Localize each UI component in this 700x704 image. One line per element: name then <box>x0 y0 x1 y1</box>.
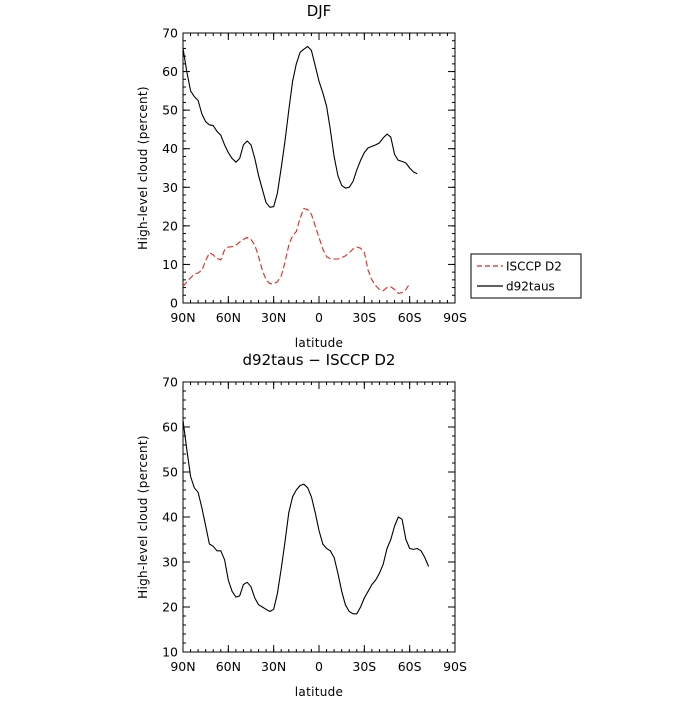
y-tick-label: 10 <box>162 645 178 660</box>
plot-frame <box>182 381 456 653</box>
chart-title: DJF <box>307 2 332 20</box>
x-tick-label: 30S <box>352 310 376 325</box>
series-line-diff <box>182 420 430 615</box>
x-tick-label: 90N <box>170 310 195 325</box>
y-tick-label: 30 <box>162 555 178 570</box>
y-tick-label: 30 <box>162 180 178 195</box>
difference-panel: 90N 60N 30N 0 30S 60S 90S 10 20 30 40 50 60 70 d92taus… <box>136 351 467 699</box>
y-tick-label: 20 <box>162 218 178 233</box>
y-tick-label: 70 <box>162 26 178 41</box>
y-tick-label: 60 <box>162 64 178 79</box>
x-tick-label: 30S <box>352 659 376 674</box>
x-axis-label: latitude <box>295 685 343 699</box>
x-axis-label: latitude <box>295 336 343 350</box>
x-tick-label: 90S <box>443 659 467 674</box>
x-tick-label: 0 <box>315 659 323 674</box>
x-tick-label: 90N <box>170 659 195 674</box>
x-tick-label: 0 <box>315 310 323 325</box>
x-tick-label: 60N <box>216 659 241 674</box>
y-tick-label: 20 <box>162 600 178 615</box>
x-tick-label: 30N <box>261 659 286 674</box>
djf-panel: 90N 60N 30N 0 30S 60S 90S 0 10 20 30 40 50 60 70 DJF lat… <box>136 2 467 350</box>
x-tick-label: 60S <box>398 310 422 325</box>
x-tick-label: 60N <box>216 310 241 325</box>
y-tick-label: 50 <box>162 465 178 480</box>
x-tick-label: 90S <box>443 310 467 325</box>
y-tick-label: 0 <box>170 296 178 311</box>
y-tick-label: 40 <box>162 141 178 156</box>
legend-label-d92taus: d92taus <box>506 280 555 294</box>
x-tick-label: 60S <box>398 659 422 674</box>
y-tick-label: 50 <box>162 103 178 118</box>
y-tick-label: 40 <box>162 510 178 525</box>
y-tick-label: 10 <box>162 257 178 272</box>
x-tick-label: 30N <box>261 310 286 325</box>
y-axis-label: High-level cloud (percent) <box>136 86 150 250</box>
y-tick-label: 60 <box>162 420 178 435</box>
series-line-isccp-d2 <box>182 207 411 294</box>
legend-box <box>470 253 582 299</box>
y-axis-label: High-level cloud (percent) <box>136 435 150 599</box>
chart-title: d92taus − ISCCP D2 <box>243 351 396 369</box>
series-line-d92taus <box>182 45 418 208</box>
legend: ISCCP D2 d92taus <box>470 253 582 299</box>
plot-frame <box>182 32 456 304</box>
legend-label-isccp-d2: ISCCP D2 <box>506 260 562 274</box>
y-tick-label: 70 <box>162 375 178 390</box>
